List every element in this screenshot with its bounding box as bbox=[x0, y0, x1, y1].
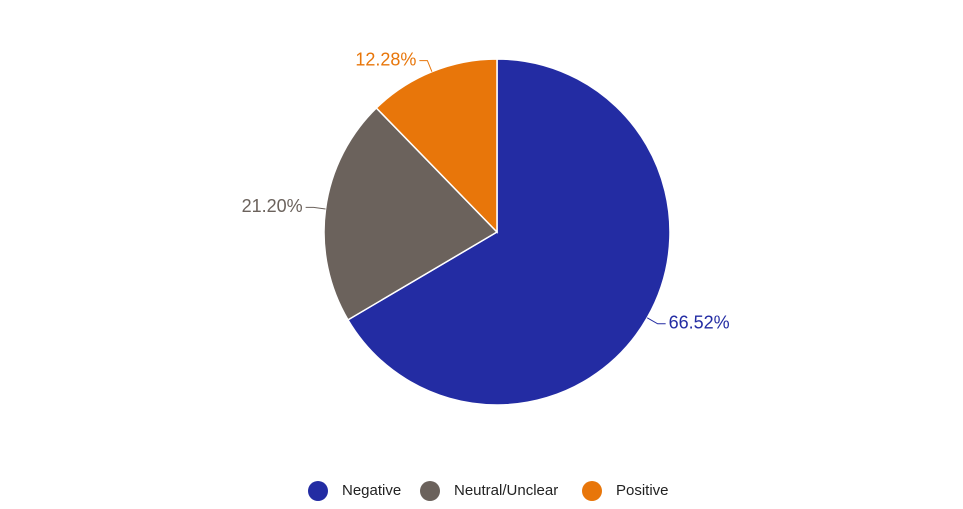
legend-marker bbox=[308, 481, 328, 501]
pie-slice bbox=[375, 58, 498, 234]
data-label: 21.20% bbox=[242, 196, 303, 216]
leader-line bbox=[419, 60, 433, 72]
legend-marker bbox=[582, 481, 602, 501]
leader-line bbox=[646, 317, 666, 325]
legend-label: Neutral/Unclear bbox=[454, 482, 558, 499]
legend-label: Negative bbox=[342, 482, 401, 499]
leader-line bbox=[305, 206, 326, 210]
pie-slice bbox=[346, 58, 671, 406]
data-label: 12.28% bbox=[355, 49, 416, 69]
legend-marker bbox=[420, 481, 440, 501]
data-label: 66.52% bbox=[669, 313, 730, 333]
legend-label: Positive bbox=[616, 482, 669, 499]
